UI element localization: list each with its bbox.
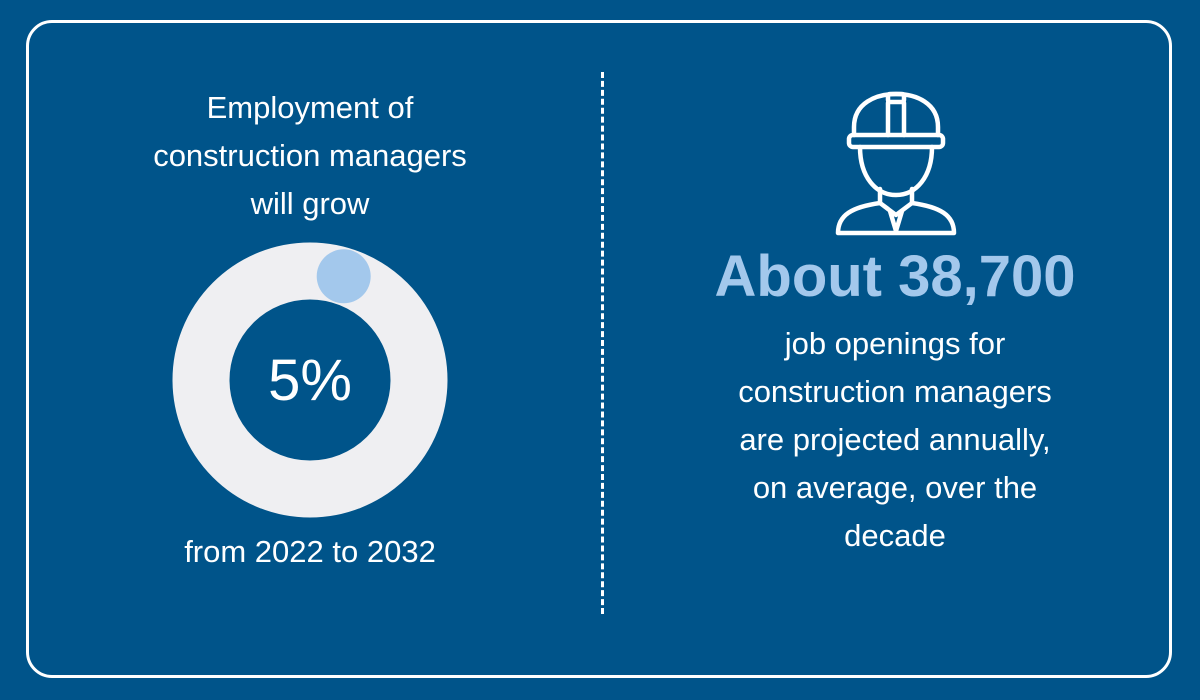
headline-line-3: will grow bbox=[250, 186, 370, 221]
dashed-divider bbox=[601, 72, 604, 614]
growth-percent: 5% bbox=[268, 347, 352, 413]
job-openings-description: job openings for construction managers a… bbox=[660, 320, 1130, 560]
donut-progress-dot bbox=[316, 249, 371, 304]
description-line-5: decade bbox=[844, 518, 946, 553]
headline-line-2: construction managers bbox=[153, 138, 467, 173]
growth-donut bbox=[172, 242, 448, 518]
description-line-2: construction managers bbox=[738, 374, 1052, 409]
growth-headline: Employment of construction managers will… bbox=[110, 84, 510, 228]
donut-track bbox=[172, 242, 448, 518]
card-frame bbox=[26, 20, 1172, 678]
headline-line-1: Employment of bbox=[206, 90, 414, 125]
construction-worker-icon bbox=[835, 91, 957, 236]
job-openings-stat: About 38,700 bbox=[714, 244, 1076, 309]
description-line-3: are projected annually, bbox=[739, 422, 1051, 457]
description-line-1: job openings for bbox=[784, 326, 1006, 361]
growth-period: from 2022 to 2032 bbox=[184, 534, 436, 569]
description-line-4: on average, over the bbox=[752, 470, 1038, 505]
